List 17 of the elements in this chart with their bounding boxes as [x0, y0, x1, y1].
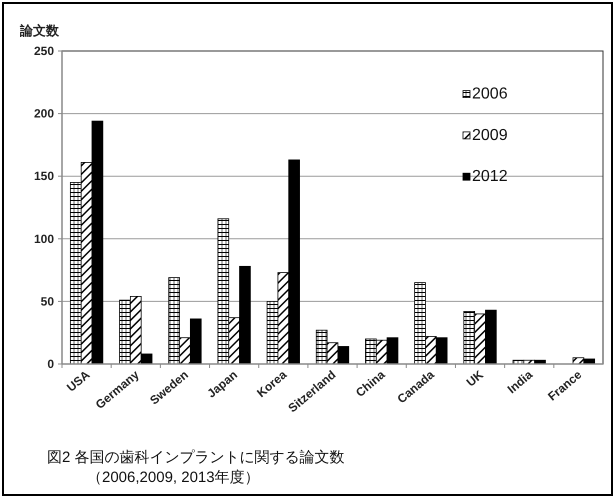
- y-tick-label: 50: [40, 294, 54, 308]
- x-tick-label: USA: [64, 367, 93, 395]
- y-tick-label: 200: [34, 106, 54, 121]
- x-tick-label: UK: [464, 367, 486, 390]
- y-tick-label: 150: [34, 169, 54, 184]
- legend-label: 2006: [472, 86, 508, 103]
- bar: [288, 160, 300, 364]
- legend-label: 2009: [472, 126, 508, 144]
- y-tick-label: 100: [34, 232, 54, 246]
- bar: [140, 354, 152, 364]
- y-tick-label: 250: [34, 44, 54, 58]
- bar: [239, 266, 251, 364]
- legend-label: 2012: [472, 168, 508, 186]
- caption: 図2 各国の歯科インプラントに関する論文数: [47, 449, 345, 466]
- y-axis-title: 論文数: [19, 23, 60, 38]
- text: （2006,2009, 2013年度）: [87, 469, 260, 486]
- y-tick-label: 0: [47, 357, 54, 371]
